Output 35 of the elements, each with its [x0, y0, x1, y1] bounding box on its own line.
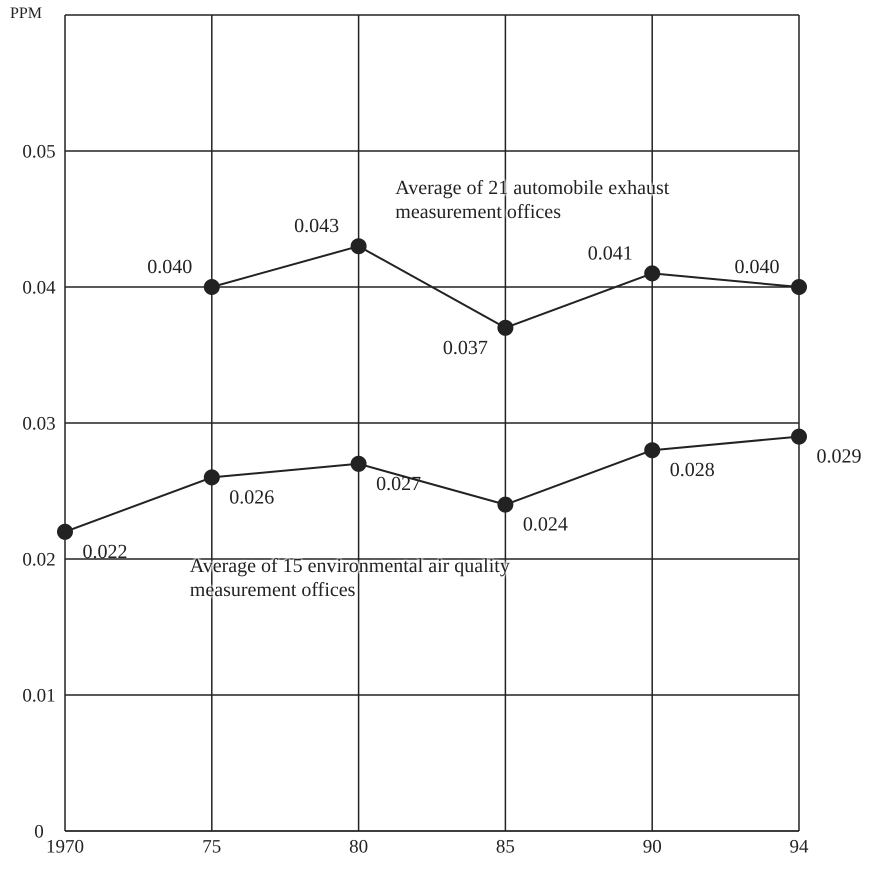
data-label: 0.041: [588, 242, 633, 264]
point: [791, 279, 807, 295]
y-tick-label: 0.05: [22, 142, 56, 163]
y-tick-label: 0.02: [22, 550, 56, 571]
point: [204, 279, 220, 295]
point: [204, 469, 220, 486]
point: [644, 265, 660, 282]
y-tick-label: 0.04: [22, 278, 56, 299]
x-tick-label: 1970: [46, 836, 84, 858]
x-tick-label: 94: [790, 836, 809, 858]
y-tick-label: 0: [34, 822, 44, 843]
x-tick-label: 80: [349, 836, 368, 858]
point: [497, 320, 514, 336]
y-tick-label: 0.03: [22, 414, 56, 435]
point: [350, 238, 367, 254]
data-label: 0.029: [816, 446, 862, 468]
point: [791, 428, 807, 445]
data-label: 0.022: [82, 540, 128, 563]
x-tick-label: 85: [496, 836, 515, 858]
data-label: 0.028: [670, 459, 715, 482]
data-label: 0.024: [522, 514, 568, 536]
y-axis-title: PPM: [10, 5, 42, 23]
point: [644, 442, 660, 458]
data-label: 0.037: [442, 336, 488, 359]
point: [57, 524, 73, 540]
x-tick-label: 90: [642, 836, 662, 858]
data-label: 0.027: [376, 472, 422, 495]
point: [350, 456, 367, 472]
data-label: 0.040: [147, 256, 192, 278]
data-label: 0.026: [229, 486, 274, 508]
x-tick-label: 75: [202, 836, 222, 858]
data-label: 0.043: [294, 215, 340, 238]
point: [497, 496, 514, 513]
data-label: 0.040: [734, 256, 780, 278]
y-tick-label: 0.01: [22, 686, 56, 707]
